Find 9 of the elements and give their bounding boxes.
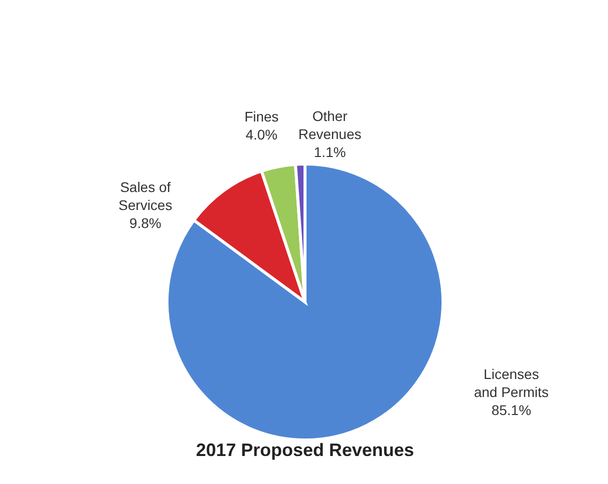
data-label: 85.1% [491, 402, 532, 418]
slice-label: Fines [244, 108, 279, 124]
slice-label: Sales of Services [118, 178, 172, 213]
data-label: 9.8% [129, 214, 162, 231]
slice-label: Licenses and Permits [474, 366, 549, 400]
data-label: 1.1% [314, 144, 346, 160]
data-label: 4.0% [246, 126, 278, 142]
text: 2017 Proposed Revenues [196, 440, 414, 460]
slice-label: Other Revenues [298, 108, 362, 142]
